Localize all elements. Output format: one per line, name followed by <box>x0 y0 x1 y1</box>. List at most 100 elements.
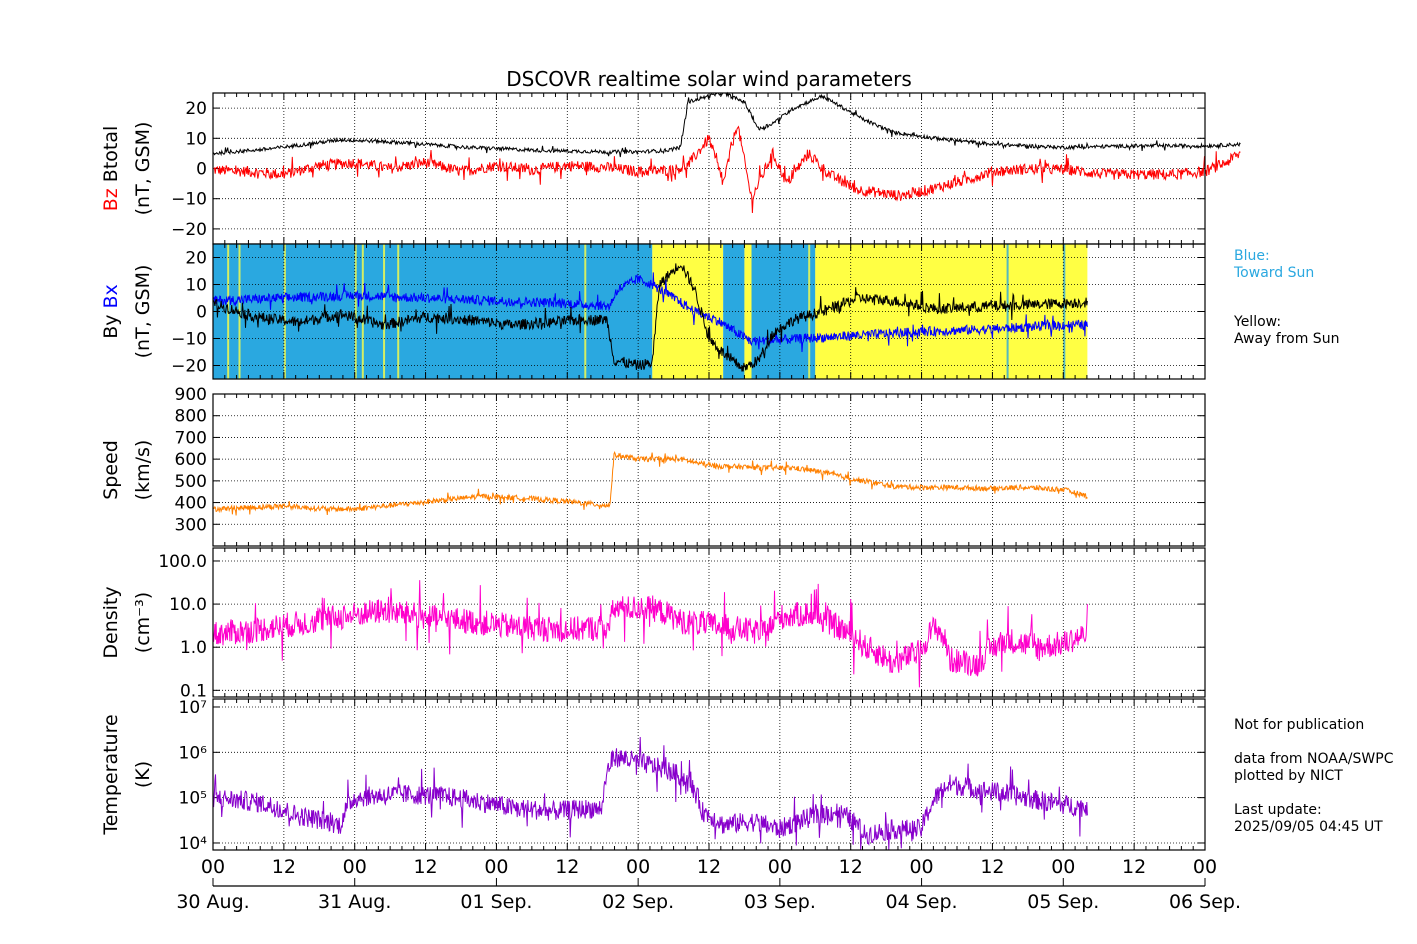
sector-stripe <box>283 244 286 379</box>
y-tick-label: 20 <box>185 249 207 269</box>
date-tick-label: 03 Sep. <box>744 891 816 913</box>
time-tick-label: 12 <box>555 856 579 878</box>
panels-group: −20 −10 0 10 20 Bz Btotal (nT, GSM) −20 −10 0 10 20… <box>100 91 1241 854</box>
y-axis-unit: (nT, GSM) <box>132 122 154 216</box>
time-tick-label: 00 <box>909 856 933 878</box>
y-tick-label: 20 <box>185 99 207 119</box>
y-tick-label: 10 <box>185 276 207 296</box>
y-axis-unit: (cm⁻³) <box>132 592 154 653</box>
y-tick-label: 0.1 <box>180 681 207 701</box>
y-label-series-temperature: Temperature <box>100 714 122 835</box>
date-tick-label: 02 Sep. <box>602 891 674 913</box>
date-tick-label: 30 Aug. <box>176 891 249 913</box>
time-tick-label: 12 <box>413 856 437 878</box>
yellow-desc: Away from Sun <box>1234 331 1340 347</box>
sector-band-toward <box>723 244 745 379</box>
date-tick-label: 04 Sep. <box>886 891 958 913</box>
series-line-density <box>212 580 1088 688</box>
series-line-bx <box>212 272 1088 353</box>
source-line-1: data from NOAA/SWPC <box>1234 751 1394 767</box>
date-tick-label: 31 Aug. <box>318 891 391 913</box>
sector-stripe <box>397 244 400 379</box>
y-label-series-btotal: Btotal <box>100 126 122 189</box>
sector-stripe <box>361 244 364 379</box>
y-tick-label: 10⁷ <box>179 698 208 718</box>
y-axis-label: Bz Btotal <box>100 126 122 212</box>
blue-label: Blue: <box>1234 248 1270 264</box>
date-tick-label: 06 Sep. <box>1169 891 1241 913</box>
y-tick-label: −20 <box>171 220 207 240</box>
y-tick-label: 10⁵ <box>179 789 207 809</box>
y-axis-unit: (nT, GSM) <box>132 265 154 359</box>
y-axis-label: By Bx <box>100 284 122 339</box>
y-label-series-speed: Speed <box>100 440 122 500</box>
y-tick-label: 300 <box>175 515 207 535</box>
y-axis-label: Speed <box>100 440 122 500</box>
time-tick-label: 12 <box>1122 856 1146 878</box>
y-tick-label: 0 <box>196 160 207 180</box>
time-tick-label: 00 <box>484 856 508 878</box>
y-axis-label: Temperature <box>100 714 122 835</box>
time-tick-label: 00 <box>768 856 792 878</box>
series-line-bz <box>212 125 1241 214</box>
update-value: 2025/09/05 04:45 UT <box>1234 819 1383 835</box>
y-tick-label: 700 <box>175 428 207 448</box>
series-line-by <box>212 263 1088 372</box>
y-label-series-bx: Bx <box>100 284 122 314</box>
source-line-2: plotted by NICT <box>1234 768 1343 784</box>
y-tick-label: 500 <box>175 472 207 492</box>
y-tick-label: −10 <box>171 330 207 350</box>
y-tick-label: 10.0 <box>169 595 207 615</box>
time-tick-label: 12 <box>697 856 721 878</box>
y-tick-label: 800 <box>175 407 207 427</box>
panel-temperature: 10⁴ 10⁵ 10⁶ 10⁷ Temperature (K) <box>100 698 1206 854</box>
y-tick-label: 900 <box>175 385 207 405</box>
time-tick-label: 12 <box>980 856 1004 878</box>
y-tick-label: 1.0 <box>180 638 207 658</box>
panel-mag-bx-by: −20 −10 0 10 20 By Bx (nT, GSM) <box>100 243 1206 380</box>
update-label: Last update: <box>1234 802 1322 818</box>
sector-stripe <box>1063 244 1066 379</box>
y-tick-label: 10 <box>185 129 207 149</box>
time-tick-label: 00 <box>343 856 367 878</box>
time-tick-label: 00 <box>201 856 225 878</box>
panel-mag-bz: −20 −10 0 10 20 Bz Btotal (nT, GSM) <box>100 91 1241 245</box>
time-tick-label: 00 <box>1051 856 1075 878</box>
y-axis-label: Density <box>100 586 122 658</box>
y-label-series-by: By <box>100 315 122 339</box>
y-tick-label: 10⁴ <box>179 834 208 854</box>
panel-density: 0.1 1.0 10.0 100.0 Density (cm⁻³) <box>100 547 1206 701</box>
sector-legend-blue: Blue: Toward Sun <box>1234 248 1314 282</box>
sector-stripe <box>354 244 357 379</box>
y-tick-label: −20 <box>171 357 207 377</box>
y-label-series-density: Density <box>100 586 122 658</box>
y-tick-label: 100.0 <box>158 552 207 572</box>
series-line-btotal <box>212 91 1241 158</box>
yellow-label: Yellow: <box>1234 314 1282 330</box>
y-label-series-bz: Bz <box>100 188 122 211</box>
time-tick-label: 12 <box>272 856 296 878</box>
y-tick-label: 0 <box>196 303 207 323</box>
time-axis: 00 12 00 12 00 12 00 12 00 12 00 12 00 12 00 30 Aug. 31 … <box>176 856 1241 913</box>
series-line-speed <box>212 450 1088 516</box>
time-tick-label: 00 <box>1193 856 1217 878</box>
y-axis-unit: (km/s) <box>132 440 154 501</box>
y-tick-label: 400 <box>175 494 207 514</box>
y-tick-label: −10 <box>171 190 207 210</box>
footer-notes: Not for publication data from NOAA/SWPC … <box>1234 717 1393 836</box>
series-line-temperature <box>212 736 1088 851</box>
chart-title: DSCOVR realtime solar wind parameters <box>506 67 912 91</box>
time-tick-label: 12 <box>839 856 863 878</box>
date-tick-label: 05 Sep. <box>1027 891 1099 913</box>
blue-desc: Toward Sun <box>1234 265 1315 281</box>
date-tick-label: 01 Sep. <box>460 891 532 913</box>
y-tick-label: 600 <box>175 450 207 470</box>
publication-note: Not for publication <box>1234 717 1365 733</box>
y-tick-label: 10⁶ <box>179 743 208 763</box>
y-axis-unit: (K) <box>132 761 154 788</box>
time-tick-label: 00 <box>626 856 650 878</box>
sector-legend-yellow: Yellow: Away from Sun <box>1234 314 1339 348</box>
sector-stripe <box>1006 244 1009 379</box>
